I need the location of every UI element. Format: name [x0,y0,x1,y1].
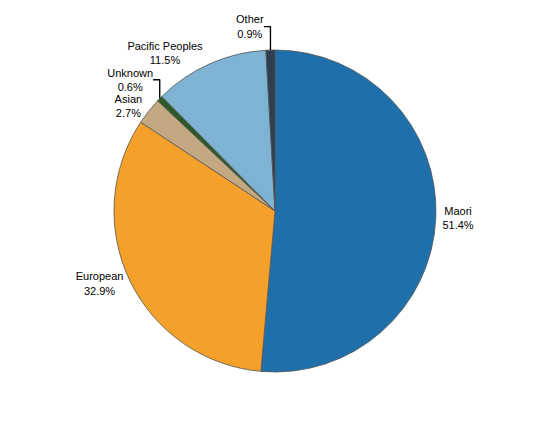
svg-text:European32.9%: European32.9% [76,270,124,296]
svg-text:Asian2.7%: Asian2.7% [115,93,143,119]
svg-text:Unknown0.6%: Unknown0.6% [107,67,153,93]
svg-text:Other0.9%: Other0.9% [236,13,264,39]
svg-text:Maori51.4%: Maori51.4% [442,205,473,231]
svg-text:Pacific Peoples11.5%: Pacific Peoples11.5% [127,40,203,66]
